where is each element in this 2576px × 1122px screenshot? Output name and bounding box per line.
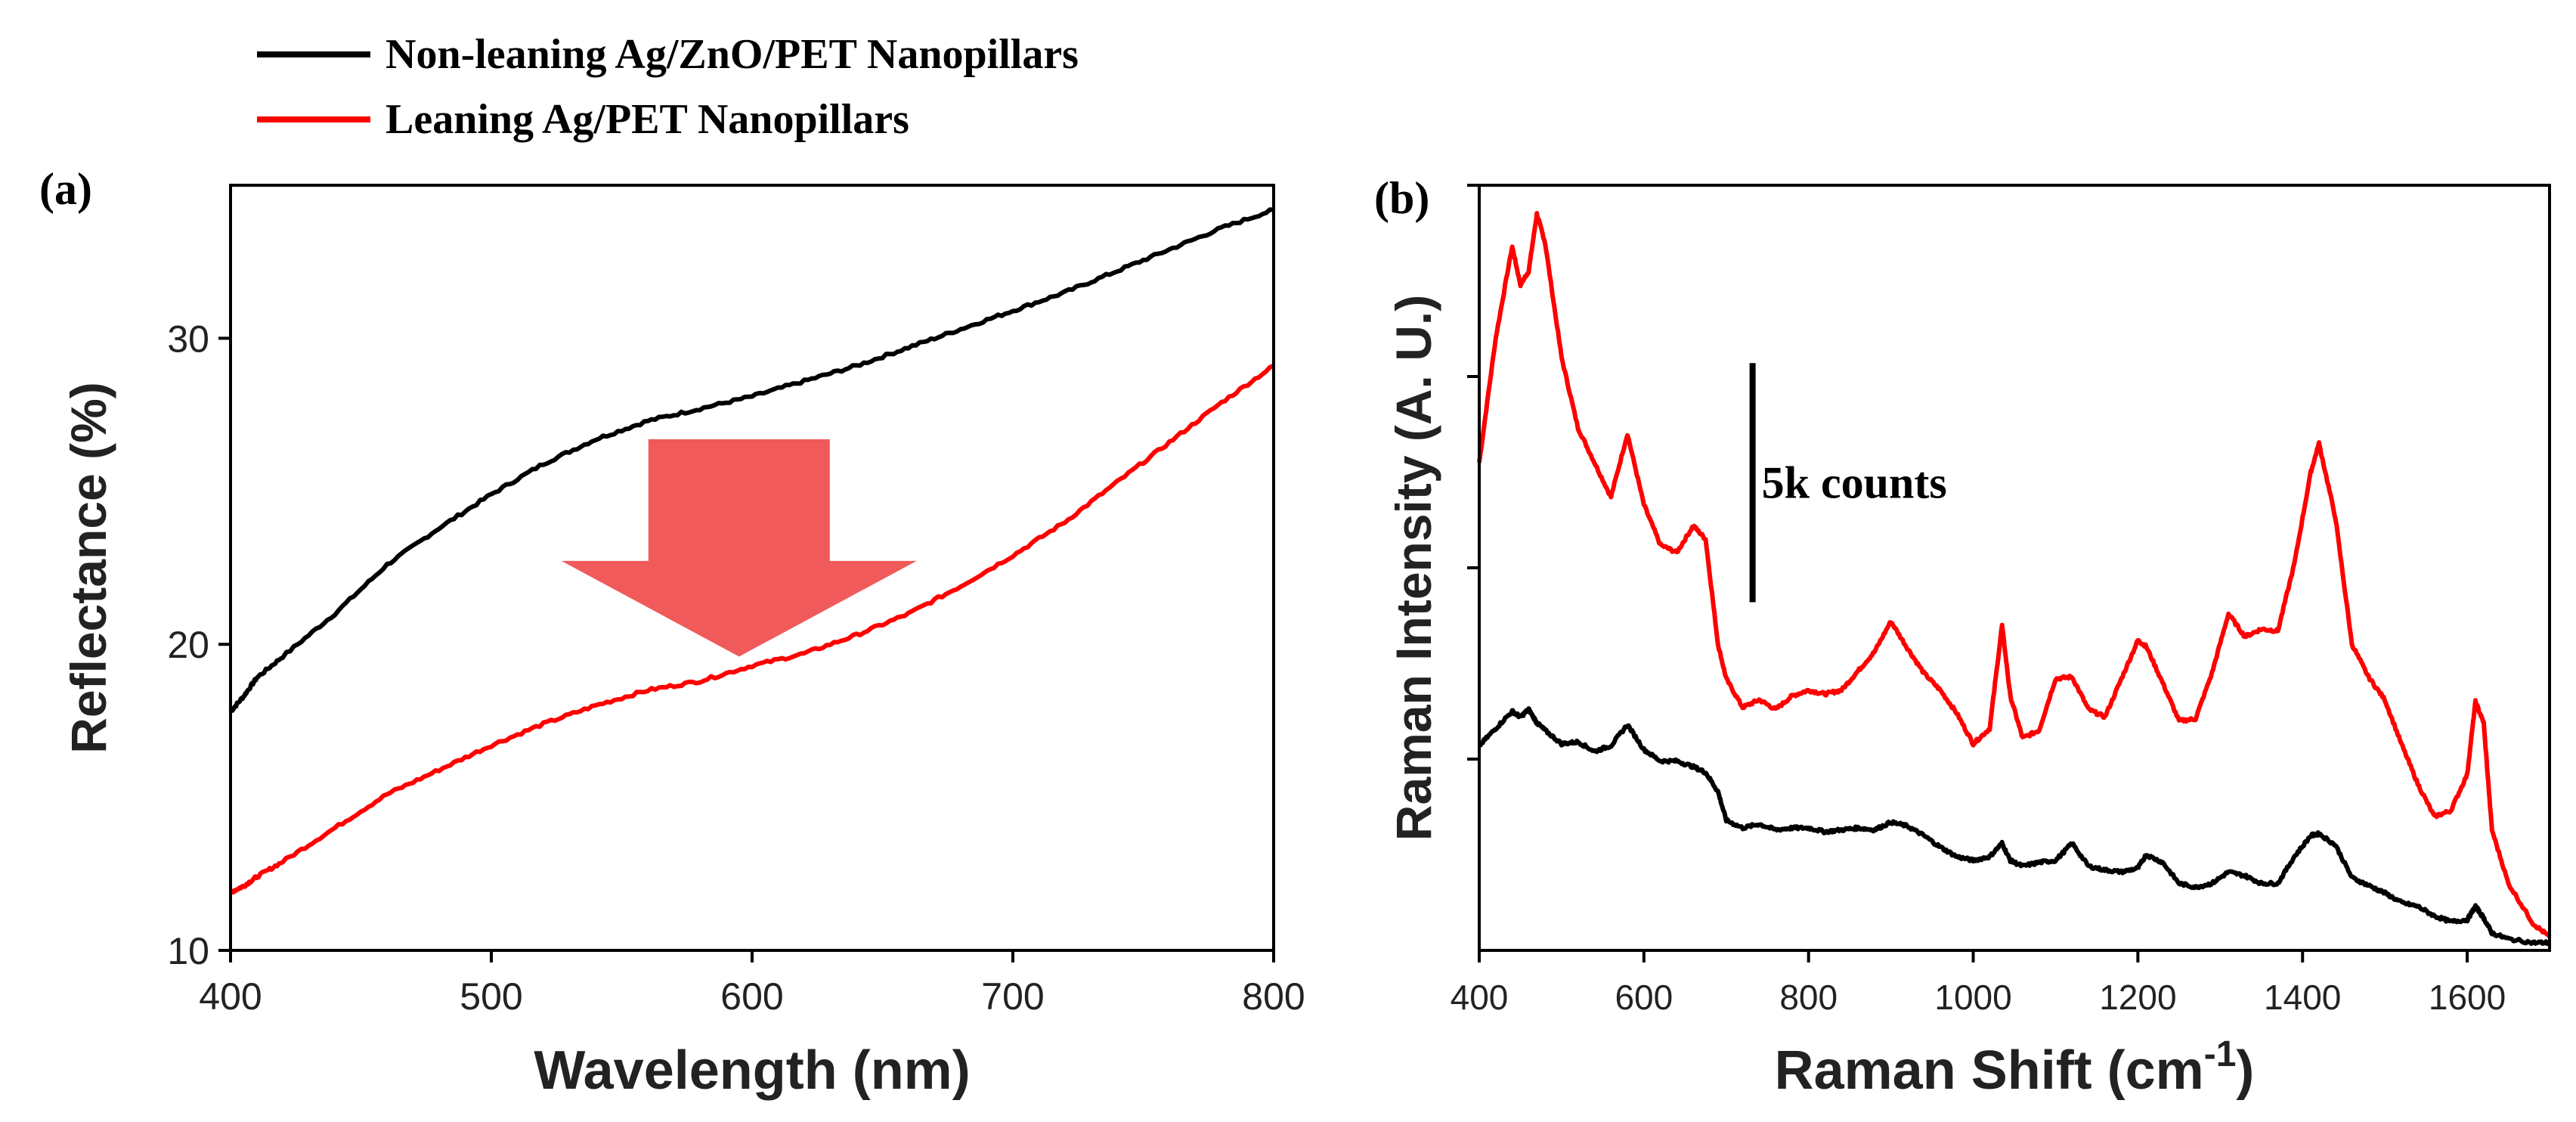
panel-b-x-tick-label: 1600 [2429,978,2506,1017]
panel-a-y-tick-label: 30 [167,318,209,360]
panel-a-x-tick-label: 500 [460,975,522,1018]
panel-a-y-tick-label: 20 [167,624,209,666]
panel-a-x-axis-title: Wavelength (nm) [534,1040,970,1101]
panel-a-x-tick-label: 800 [1242,975,1305,1018]
legend: Non-leaning Ag/ZnO/PET Nanopillars Leani… [257,31,1079,143]
panel-b-series-1 [1478,706,2551,947]
down-arrow-annotation [561,439,917,657]
panel-b-x-axis-title-main: Raman Shift (cm [1775,1040,2204,1101]
scale-bar: 5k counts [1749,363,1947,603]
panel-a-x-tick-label: 400 [199,975,262,1018]
panel-b-y-axis-title: Raman Intensity (A. U.) [1386,295,1441,841]
panel-a-series-1 [229,364,1275,895]
panel-a-series-0 [228,207,1274,714]
legend-label-leaning: Leaning Ag/PET Nanopillars [385,96,909,143]
panel-b-x-axis-title-sup: -1 [2204,1034,2237,1074]
scale-bar-label: 5k counts [1762,457,1947,507]
panel-b-x-tick-label: 800 [1779,978,1838,1017]
panel-b-series-0 [1477,211,2552,938]
panel-a-y-axis-title: Reflectance (%) [60,382,116,754]
panel-b-x-tick-label: 1400 [2264,978,2341,1017]
panel-b-label: (b) [1374,173,1429,223]
panel-b-plot-frame [1478,184,2551,952]
panel-a-x-tick-label: 600 [720,975,783,1018]
panel-a-x-tick-label: 700 [981,975,1044,1018]
panel-b-x-axis-title: Raman Shift (cm-1) [1775,1034,2255,1101]
panel-a-reflectance: (a) 400 500 600 700 800 10 20 30 Wavelength (nm… [39,164,1305,1101]
legend-label-non-leaning: Non-leaning Ag/ZnO/PET Nanopillars [385,31,1079,78]
panel-b-x-tick-label: 400 [1451,978,1509,1017]
panel-b-x-axis-title-close: ) [2236,1040,2254,1101]
panel-b-x-tick-label: 1200 [2099,978,2176,1017]
panel-b-x-tick-label: 1000 [1934,978,2011,1017]
panel-a-y-tick-label: 10 [167,930,209,972]
panel-b-x-tick-label: 600 [1615,978,1673,1017]
panel-b-raman: (b) 400 600 800 1000 1200 1400 1600 5k counts … [1374,173,2552,1101]
panel-a-label: (a) [39,164,92,214]
